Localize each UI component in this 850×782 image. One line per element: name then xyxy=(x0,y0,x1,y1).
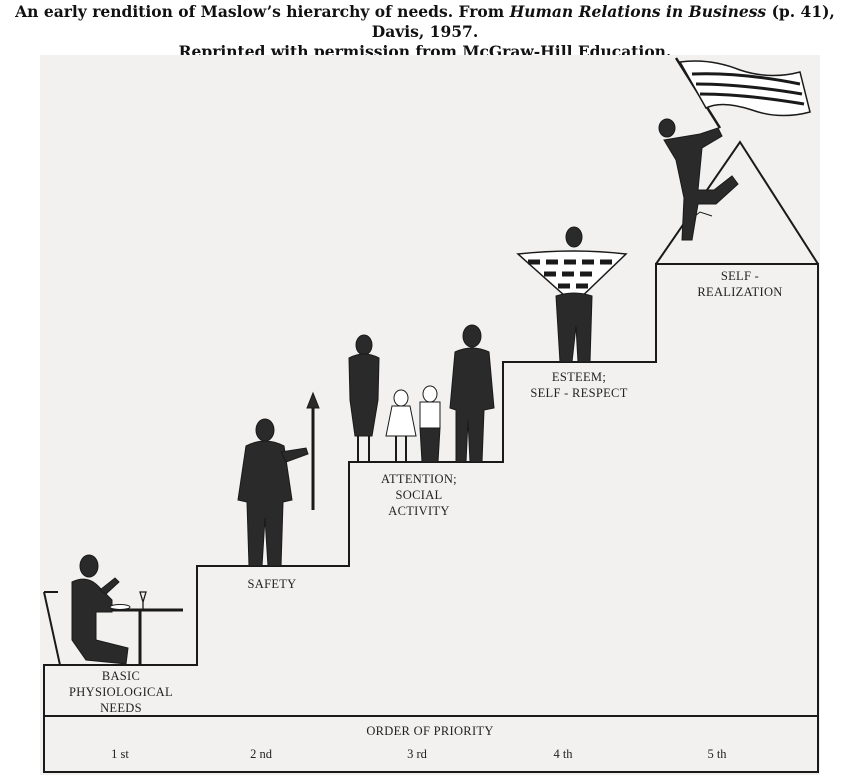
rank-2: 2 nd xyxy=(250,747,272,761)
family-figure xyxy=(348,324,495,463)
order-of-priority-label: ORDER OF PRIORITY xyxy=(366,724,494,738)
caption-book-title: Human Relations in Business xyxy=(509,2,767,21)
rank-4: 4 th xyxy=(553,747,573,761)
caption-suffix: (p. 41), Davis, 1957. xyxy=(371,2,835,41)
step-label-3: ATTENTION; SOCIAL ACTIVITY xyxy=(381,472,457,518)
rank-3: 3 rd xyxy=(407,747,427,761)
rank-1: 1 st xyxy=(111,747,129,761)
caption-prefix: An early rendition of Maslow’s hierarchy… xyxy=(15,2,510,21)
step-label-1: BASIC PHYSIOLOGICAL NEEDS xyxy=(69,669,173,715)
step-label-4: ESTEEM; SELF - RESPECT xyxy=(530,370,628,400)
step-label-5: SELF - REALIZATION xyxy=(697,269,783,299)
diner-figure xyxy=(43,554,183,666)
rank-5: 5 th xyxy=(707,747,727,761)
spear-holder-figure xyxy=(237,391,320,567)
step-label-2: SAFETY xyxy=(247,577,297,591)
flag-climber-figure xyxy=(658,57,811,241)
priority-box xyxy=(43,715,819,773)
banner-holder-figure xyxy=(516,226,628,363)
caption-line-1: An early rendition of Maslow’s hierarchy… xyxy=(0,2,850,42)
